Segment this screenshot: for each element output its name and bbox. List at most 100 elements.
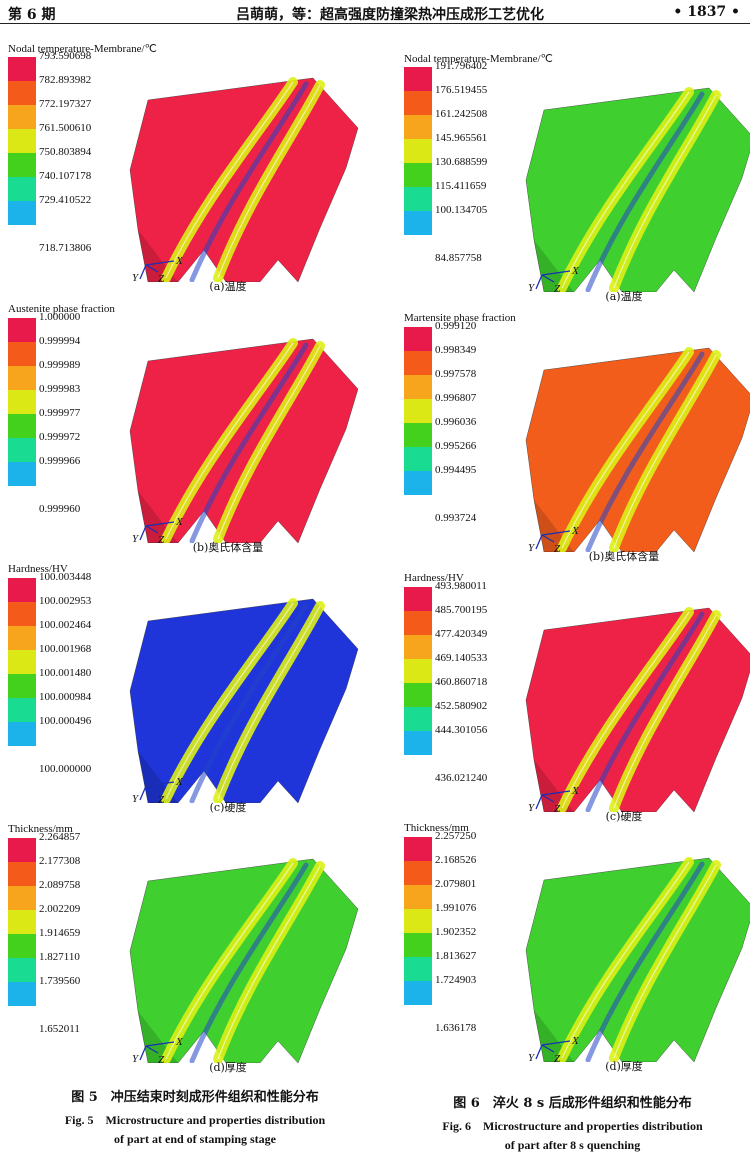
fig5-panel-temperature: Nodal temperature-Membrane/℃ 793.590698 78…	[8, 42, 368, 304]
legend-swatch	[404, 707, 432, 731]
legend-value: 1.739560	[39, 975, 81, 987]
legend-title: Thickness/mm	[8, 823, 73, 835]
legend-swatch	[8, 886, 36, 910]
legend-swatch	[8, 958, 36, 982]
legend-value: 2.089758	[39, 879, 81, 891]
legend-title: Nodal temperature-Membrane/℃	[8, 43, 157, 55]
legend-value: 729.410522	[39, 194, 92, 206]
part-contour-plot: Y Z X	[129, 338, 359, 543]
axis-triad-label: X	[175, 255, 184, 267]
figure5-caption-en-line1: Fig. 5 Microstructure and properties dis…	[64, 1113, 326, 1127]
ridge-highlight	[561, 91, 690, 289]
figure6-caption: 图 6 淬火 8 s 后成形件组织和性能分布 Fig. 6 Microstruc…	[400, 1092, 745, 1153]
legend-swatch	[8, 674, 36, 698]
legend-value: 2.177308	[39, 855, 81, 867]
ridge-highlight	[165, 862, 294, 1060]
part-contour-plot: Y Z X	[129, 77, 359, 282]
legend-swatch	[8, 838, 36, 862]
color-legend: 493.980011 485.700195 477.420349 469.140533…	[404, 580, 554, 784]
legend-swatch	[8, 81, 36, 105]
fig6-panel-thickness: Thickness/mm 2.257250 2.168526 2.079801 1.99…	[404, 822, 750, 1084]
color-legend: 0.999120 0.998349 0.997578 0.996807 0.996036…	[404, 320, 554, 524]
part-surface	[525, 857, 750, 1062]
subfigure-caption: (b)奥氏体含量	[588, 550, 660, 563]
legend-swatch	[404, 683, 432, 707]
axis-triad-label: Z	[158, 794, 165, 803]
legend-swatch	[404, 885, 432, 909]
part-groove	[189, 862, 309, 1063]
ridge-highlight	[217, 865, 321, 1060]
legend-swatch	[8, 390, 36, 414]
axis-triad-line	[145, 1041, 175, 1047]
axis-triad-line	[145, 1045, 159, 1054]
axis-triad-label: X	[175, 1036, 184, 1048]
legend-value: 100.002464	[39, 619, 92, 631]
axis-triad-label: Z	[158, 534, 165, 543]
legend-swatch	[404, 91, 432, 115]
axis-triad-line	[541, 794, 555, 803]
legend-value: 0.994495	[435, 464, 477, 476]
legend-swatch	[404, 399, 432, 423]
axis-triad-label: Y	[528, 542, 536, 552]
ridge-highlight	[613, 354, 717, 549]
part-contour-plot: Y Z X	[129, 598, 359, 803]
subfigure-caption: (a)温度	[209, 280, 247, 293]
legend-value: 1.902352	[435, 926, 477, 938]
page-header: 第 6 期 吕萌萌，等：超高强度防撞梁热冲压成形工艺优化 • 1837 •	[0, 0, 750, 24]
subfigure-caption: (d)厚度	[605, 1060, 643, 1073]
legend-title: Thickness/mm	[404, 822, 469, 834]
legend-swatch	[8, 578, 36, 602]
ridge-highlight	[217, 605, 321, 800]
legend-value: 750.803894	[39, 146, 92, 158]
legend-value: 0.996807	[435, 392, 477, 404]
legend-swatch	[404, 447, 432, 471]
axis-triad-label: Z	[554, 283, 561, 292]
legend-value: 100.000496	[39, 715, 92, 727]
ridge-highlight	[561, 351, 690, 549]
legend-swatch	[8, 722, 36, 746]
legend-swatch	[404, 351, 432, 375]
legend-swatch	[8, 153, 36, 177]
legend-title: Martensite phase fraction	[404, 312, 516, 324]
axis-triad-label: X	[571, 785, 580, 797]
color-legend: 2.257250 2.168526 2.079801 1.991076 1.902352…	[404, 830, 554, 1034]
legend-value: 100.003448	[39, 571, 92, 583]
legend-value: 0.999989	[39, 359, 81, 371]
part-contour-plot: Y Z X	[525, 607, 750, 812]
axis-triad-line	[541, 1040, 571, 1046]
legend-swatch	[404, 587, 432, 611]
legend-value: 130.688599	[435, 156, 488, 168]
legend-swatch	[404, 957, 432, 981]
axis-triad-label: Z	[554, 543, 561, 552]
legend-value: 100.000000	[39, 763, 92, 775]
issue-number: 第 6 期	[8, 7, 56, 23]
legend-value: 2.257250	[435, 830, 477, 842]
legend-value: 1.827110	[39, 951, 80, 963]
ridge-highlight	[613, 614, 717, 809]
axis-triad-label: X	[175, 516, 184, 528]
legend-value: 0.997578	[435, 368, 477, 380]
color-legend: 100.003448 100.002953 100.002464 100.001968…	[8, 571, 158, 775]
legend-swatch	[8, 934, 36, 958]
part-groove	[585, 861, 705, 1062]
subfigure-caption: (a)温度	[605, 290, 643, 303]
legend-value: 0.993724	[435, 512, 477, 524]
legend-value: 2.079801	[435, 878, 477, 890]
part-contour-plot: Y Z X	[525, 857, 750, 1062]
part-contour-plot: Y Z X	[525, 347, 750, 552]
axis-triad-line	[535, 274, 543, 290]
legend-value: 2.264857	[39, 831, 81, 843]
legend-value: 493.980011	[435, 580, 487, 592]
color-legend: 793.590698 782.893982 772.197327 761.500610…	[8, 50, 158, 254]
legend-value: 1.652011	[39, 1023, 80, 1035]
ridge-highlight	[613, 94, 717, 289]
figure6-caption-cn: 图 6 淬火 8 s 后成形件组织和性能分布	[453, 1096, 692, 1111]
legend-value: 84.857758	[435, 252, 482, 264]
legend-value: 2.002209	[39, 903, 81, 915]
legend-swatch	[404, 635, 432, 659]
legend-swatch	[404, 981, 432, 1005]
legend-swatch	[8, 366, 36, 390]
legend-swatch	[404, 731, 432, 755]
legend-value: 469.140533	[435, 652, 488, 664]
axis-triad-line	[541, 534, 555, 543]
